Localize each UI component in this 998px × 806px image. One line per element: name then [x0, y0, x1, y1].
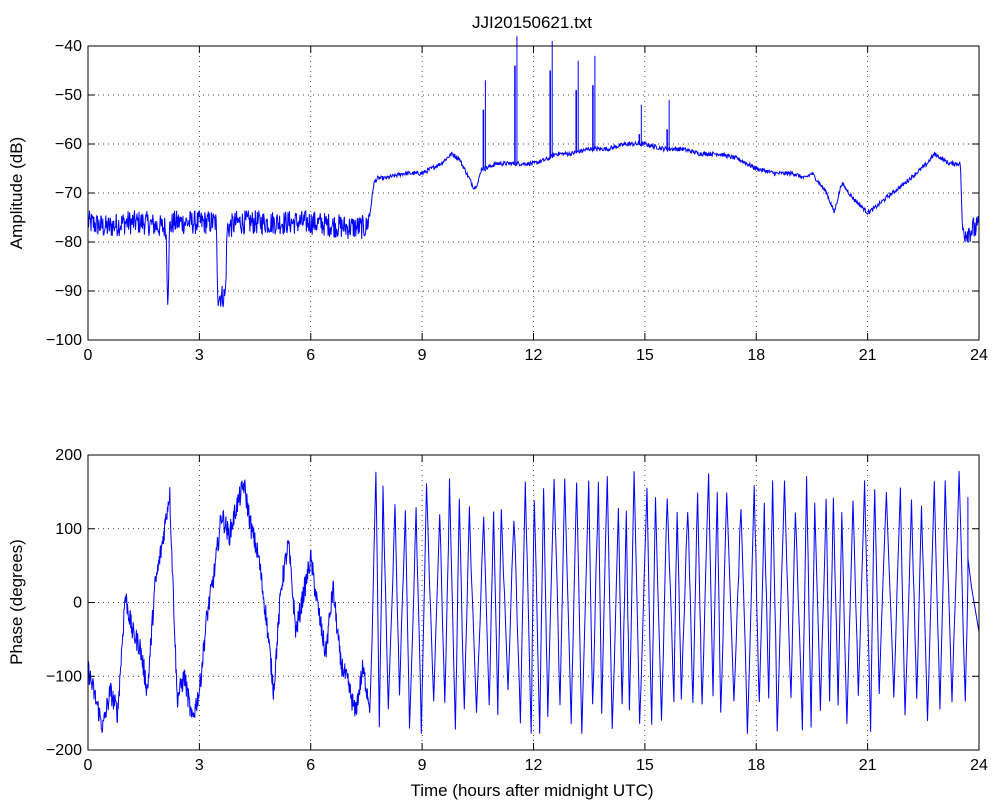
phase-ytick-label--200: −200	[46, 742, 82, 759]
phase-line	[87, 471, 980, 734]
phase-xtick-label-12: 12	[525, 757, 543, 774]
amplitude-ytick-label--80: −80	[55, 234, 82, 251]
phase-ylabel: Phase (degrees)	[7, 539, 26, 665]
phase-xtick-label-9: 9	[418, 757, 427, 774]
phase-xtick-label-3: 3	[195, 757, 204, 774]
phase-ytick-label-100: 100	[55, 521, 82, 538]
phase-xtick-label-18: 18	[747, 757, 765, 774]
phase-ticks: 0 3 6 9 12 15 18 21 24 −200 −100 0 100 200	[46, 447, 988, 774]
amplitude-line	[87, 140, 980, 308]
amplitude-xtick-label-0: 0	[84, 347, 93, 364]
phase-ytick-label-0: 0	[73, 595, 82, 612]
amplitude-ytick-label--100: −100	[46, 332, 82, 349]
phase-grid	[88, 455, 979, 750]
phase-xtick-label-21: 21	[859, 757, 877, 774]
phase-series	[87, 471, 980, 734]
phase-xtick-label-6: 6	[306, 757, 315, 774]
amplitude-plot: 0 3 6 9 12 15 18 21 24 −100 −90 −80 −70 −60 −50 −40 Amp…	[7, 36, 988, 364]
amplitude-ytick-label--90: −90	[55, 283, 82, 300]
phase-xtick-label-15: 15	[636, 757, 654, 774]
phase-xtick-label-24: 24	[970, 757, 988, 774]
amplitude-ylabel: Amplitude (dB)	[7, 137, 26, 249]
phase-ytick-label--100: −100	[46, 668, 82, 685]
amplitude-ticks: 0 3 6 9 12 15 18 21 24 −100 −90 −80 −70 −60 −50 −40	[46, 38, 988, 364]
phase-xtick-label-0: 0	[84, 757, 93, 774]
amplitude-ytick-label--40: −40	[55, 38, 82, 55]
amplitude-xtick-label-24: 24	[970, 347, 988, 364]
amplitude-ytick-label--50: −50	[55, 87, 82, 104]
amplitude-xtick-label-21: 21	[859, 347, 877, 364]
amplitude-xtick-label-3: 3	[195, 347, 204, 364]
amplitude-ytick-label--60: −60	[55, 136, 82, 153]
amplitude-xtick-label-9: 9	[418, 347, 427, 364]
amplitude-grid	[88, 46, 979, 340]
top-chart-title: JJI20150621.txt	[472, 13, 592, 32]
amplitude-xtick-label-6: 6	[306, 347, 315, 364]
amplitude-xtick-label-18: 18	[747, 347, 765, 364]
amplitude-xtick-label-15: 15	[636, 347, 654, 364]
amplitude-ytick-label--70: −70	[55, 185, 82, 202]
amplitude-xtick-label-12: 12	[525, 347, 543, 364]
phase-xlabel: Time (hours after midnight UTC)	[410, 781, 653, 800]
amplitude-series	[87, 36, 980, 308]
phase-ytick-label-200: 200	[55, 447, 82, 464]
phase-plot: 0 3 6 9 12 15 18 21 24 −200 −100 0 100 200 Phase (deg…	[7, 447, 988, 800]
